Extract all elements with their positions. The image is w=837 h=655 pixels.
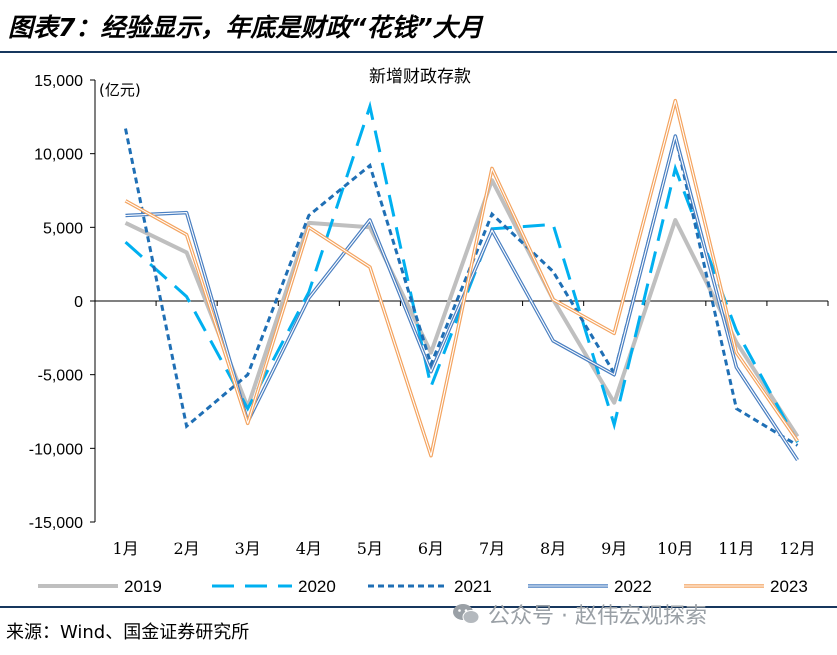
x-tick-label: 6月 [418, 539, 444, 558]
header-divider [0, 51, 837, 53]
x-tick-label: 2月 [174, 539, 200, 558]
y-tick-label: -10,000 [29, 441, 83, 458]
legend-label-2019: 2019 [124, 577, 162, 596]
y-tick-label: 10,000 [34, 147, 83, 164]
chart-legend: 2019 2020 2021 2022 2023 [38, 577, 808, 596]
series-line-2023 [124, 98, 799, 458]
chart-axes: 15,000 10,000 5,000 0 -5,000 -10,000 -15,000 1月… [29, 73, 829, 558]
footer-divider [0, 606, 837, 608]
x-tick-label: 5月 [357, 539, 383, 558]
page-title: 图表7：经验显示，年底是财政“花钱”大月 [8, 13, 483, 42]
x-tick-label: 3月 [235, 539, 261, 558]
x-tick-label: 1月 [112, 539, 138, 558]
chart-title: 新增财政存款 [369, 67, 471, 87]
wechat-icon [453, 604, 480, 624]
legend-label-2020: 2020 [298, 577, 336, 596]
y-tick-label: -5,000 [38, 368, 83, 385]
legend-label-2021: 2021 [454, 577, 492, 596]
legend-item-2022: 2022 [528, 577, 652, 596]
legend-label-2022: 2022 [614, 577, 652, 596]
x-tick-label: 12月 [779, 539, 815, 558]
unit-label: (亿元) [99, 81, 141, 99]
watermark-text: 公众号 · 赵伟宏观探索 [488, 604, 707, 629]
legend-item-2019: 2019 [38, 577, 162, 596]
legend-label-2023: 2023 [770, 577, 808, 596]
x-tick-label: 11月 [718, 539, 754, 558]
line-chart: 15,000 10,000 5,000 0 -5,000 -10,000 -15,000 1月… [29, 67, 829, 596]
legend-item-2021: 2021 [368, 577, 492, 596]
legend-item-2023: 2023 [684, 577, 808, 596]
y-tick-label: -15,000 [29, 515, 83, 532]
series-line-2020 [124, 100, 799, 444]
x-tick-label: 7月 [479, 539, 505, 558]
series-line-2023-inner [125, 100, 798, 457]
x-tick-label: 8月 [540, 539, 566, 558]
source-note: 来源：Wind、国金证券研究所 [6, 622, 250, 643]
series-line-2021 [124, 128, 799, 447]
legend-item-2020: 2020 [212, 577, 336, 596]
x-tick-label: 10月 [657, 539, 693, 558]
chart-series [124, 98, 800, 462]
y-tick-label: 0 [74, 294, 83, 311]
y-tick-label: 5,000 [43, 220, 83, 237]
x-tick-label: 4月 [296, 539, 322, 558]
watermark: 公众号 · 赵伟宏观探索 [452, 598, 707, 630]
x-tick-label: 9月 [601, 539, 627, 558]
y-tick-label: 15,000 [34, 73, 83, 90]
